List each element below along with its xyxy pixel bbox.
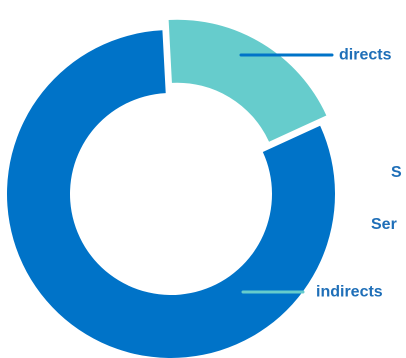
slice-indirects	[7, 30, 335, 358]
side-text-1: S	[391, 164, 402, 181]
chart-slices	[7, 19, 335, 358]
slice-label-indirects: indirects	[316, 284, 383, 301]
side-text-2: Ser	[371, 216, 397, 233]
chart-labels: directs indirects	[239, 47, 392, 301]
slice-directs	[168, 19, 327, 142]
slice-label-directs: directs	[339, 47, 392, 64]
